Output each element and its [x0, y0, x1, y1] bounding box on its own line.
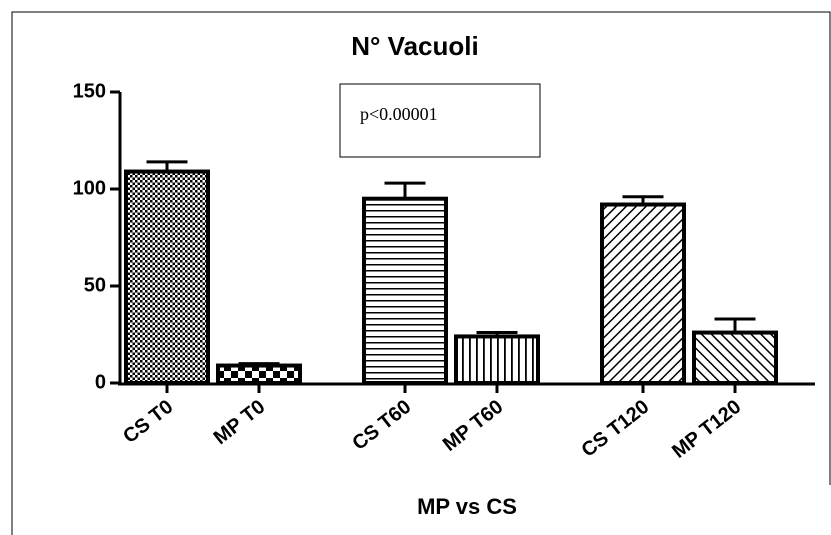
y-tick-label: 100: [73, 177, 106, 199]
bar: [362, 196, 448, 385]
y-tick-label: 50: [84, 274, 106, 296]
x-tick-label: MP T0: [210, 396, 270, 449]
x-tick-label: CS T0: [119, 396, 177, 448]
y-tick-label: 150: [73, 80, 106, 102]
x-tick-label: MP T120: [668, 396, 745, 463]
chart-title: N° Vacuoli: [351, 31, 478, 61]
bar: [124, 169, 210, 385]
annotation: p<0.00001: [360, 104, 438, 124]
bar: [600, 202, 686, 385]
bar: [692, 330, 778, 385]
frame: [11, 11, 831, 535]
bar: [216, 363, 302, 386]
x-axis-label: MP vs CS: [417, 494, 517, 519]
x-tick-label: CS T120: [578, 396, 654, 462]
x-tick-label: CS T60: [348, 396, 415, 455]
x-tick-label: MP T60: [439, 396, 507, 456]
bar: [454, 334, 540, 386]
annotation-box: [339, 83, 541, 158]
y-tick-label: 0: [95, 371, 106, 393]
